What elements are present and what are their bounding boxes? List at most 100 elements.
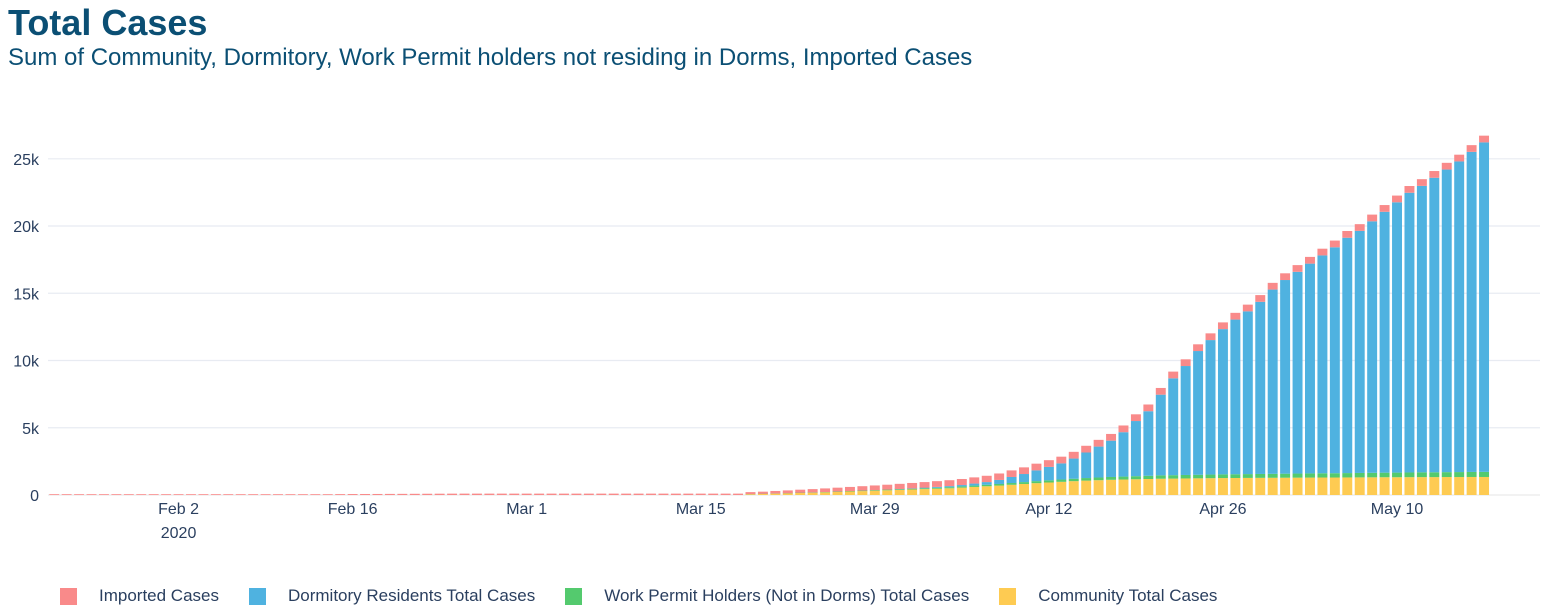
- legend-label: Community Total Cases: [1038, 586, 1218, 605]
- bar-segment: [360, 493, 371, 495]
- bar-segment: [820, 492, 831, 495]
- bar-segment: [733, 493, 744, 495]
- legend-item[interactable]: Imported Cases: [60, 584, 219, 608]
- y-tick-label: 20k: [13, 219, 40, 236]
- bar-segment: [1267, 473, 1278, 478]
- bar-segment: [757, 491, 768, 494]
- bar-segment: [1305, 473, 1315, 478]
- bar-segment: [956, 487, 967, 495]
- legend-label: Work Permit Holders (Not in Dorms) Total…: [604, 586, 970, 605]
- bar-segment: [1180, 474, 1191, 479]
- bar-segment: [1106, 433, 1117, 441]
- bar-segment: [1217, 329, 1228, 475]
- bar-segment: [1342, 477, 1353, 495]
- bar-segment: [1130, 414, 1141, 422]
- bar-segment: [807, 492, 818, 495]
- bar-segment: [409, 493, 420, 495]
- bar-segment: [1367, 477, 1378, 495]
- chart-title: Total Cases: [8, 2, 208, 43]
- bar-segment: [1379, 477, 1390, 495]
- bar-segment: [1031, 481, 1042, 484]
- bar-segment: [1429, 472, 1440, 478]
- bar-segment: [1193, 344, 1204, 352]
- bar-segment: [1305, 263, 1315, 474]
- bar-segment: [1280, 473, 1291, 478]
- bar-segment: [1354, 224, 1365, 231]
- bar-segment: [1242, 477, 1253, 495]
- legend: Imported Cases Dormitory Residents Total …: [60, 584, 1247, 608]
- bar-segment: [944, 487, 955, 489]
- bar-segment: [459, 493, 470, 495]
- legend-item[interactable]: Dormitory Residents Total Cases: [249, 584, 535, 608]
- bar-segment: [969, 485, 980, 487]
- bar-segment: [161, 494, 172, 495]
- bar-segment: [1441, 472, 1452, 478]
- bar-segment: [1205, 333, 1216, 341]
- bar-segment: [670, 493, 681, 495]
- bar-segment: [932, 481, 942, 487]
- x-tick-label: Mar 1: [506, 501, 547, 518]
- bar-segment: [335, 494, 346, 495]
- bar-segment: [198, 494, 209, 495]
- bar-segment: [86, 494, 97, 495]
- bar-segment: [969, 483, 980, 486]
- bar-segment: [795, 492, 806, 495]
- bar-segment: [1118, 432, 1129, 477]
- y-axis: 0 5k 10k 15k 20k 25k: [13, 152, 40, 505]
- bar-segment: [1043, 480, 1054, 483]
- bar-segment: [1056, 481, 1067, 495]
- bar-segment: [546, 493, 557, 495]
- bar-segment: [210, 494, 221, 495]
- bar-segment: [944, 488, 955, 495]
- legend-item[interactable]: Community Total Cases: [999, 584, 1217, 608]
- bar-segment: [422, 493, 433, 495]
- bar-segment: [1168, 478, 1179, 495]
- bar-segment: [1217, 322, 1228, 330]
- bar-segment: [1367, 221, 1378, 473]
- bar-segment: [1155, 478, 1166, 495]
- bar-segment: [932, 487, 942, 489]
- bar-segment: [111, 494, 122, 495]
- bar-segment: [832, 487, 843, 492]
- bar-segment: [223, 494, 234, 495]
- bar-segment: [1392, 472, 1402, 478]
- x-tick-label: Mar 15: [676, 501, 726, 518]
- x-tick-sublabel: 2020: [161, 525, 197, 542]
- bar-segment: [994, 473, 1005, 480]
- bar-segment: [322, 494, 333, 495]
- legend-item[interactable]: Work Permit Holders (Not in Dorms) Total…: [565, 584, 969, 608]
- bar-segment: [745, 494, 756, 495]
- bar-segment: [534, 493, 545, 495]
- bar-segment: [795, 489, 806, 493]
- bar-segment: [1143, 478, 1154, 495]
- x-tick-label: May 10: [1371, 501, 1424, 518]
- bar-segment: [1205, 474, 1216, 479]
- bar-segment: [1155, 475, 1166, 479]
- bar-segment: [832, 491, 843, 495]
- y-tick-label: 10k: [13, 354, 40, 371]
- bar-segment: [932, 488, 942, 495]
- bar-segment: [1106, 440, 1117, 477]
- bar-segment: [757, 493, 768, 495]
- bar-segment: [981, 482, 992, 485]
- bar-segment: [74, 494, 85, 495]
- bar-segment: [1354, 477, 1365, 495]
- bar-segment: [1454, 154, 1465, 162]
- bar-segment: [1292, 473, 1303, 478]
- bar-segment: [708, 493, 719, 495]
- bar-segment: [1392, 477, 1402, 495]
- bar-segment: [919, 489, 930, 495]
- bar-segment: [1130, 421, 1141, 477]
- bar-segment: [1242, 474, 1253, 478]
- legend-swatch: [60, 587, 77, 605]
- bar-segment: [1354, 230, 1365, 473]
- bar-segment: [956, 485, 967, 487]
- bar-segment: [621, 493, 632, 495]
- bar-segment: [372, 493, 383, 495]
- bar-segment: [1043, 466, 1054, 481]
- bar-segment: [1006, 470, 1017, 477]
- bar-segment: [844, 490, 855, 492]
- x-tick-label: Feb 16: [328, 501, 378, 518]
- bar-segment: [1267, 477, 1278, 495]
- y-tick-label: 25k: [13, 152, 40, 169]
